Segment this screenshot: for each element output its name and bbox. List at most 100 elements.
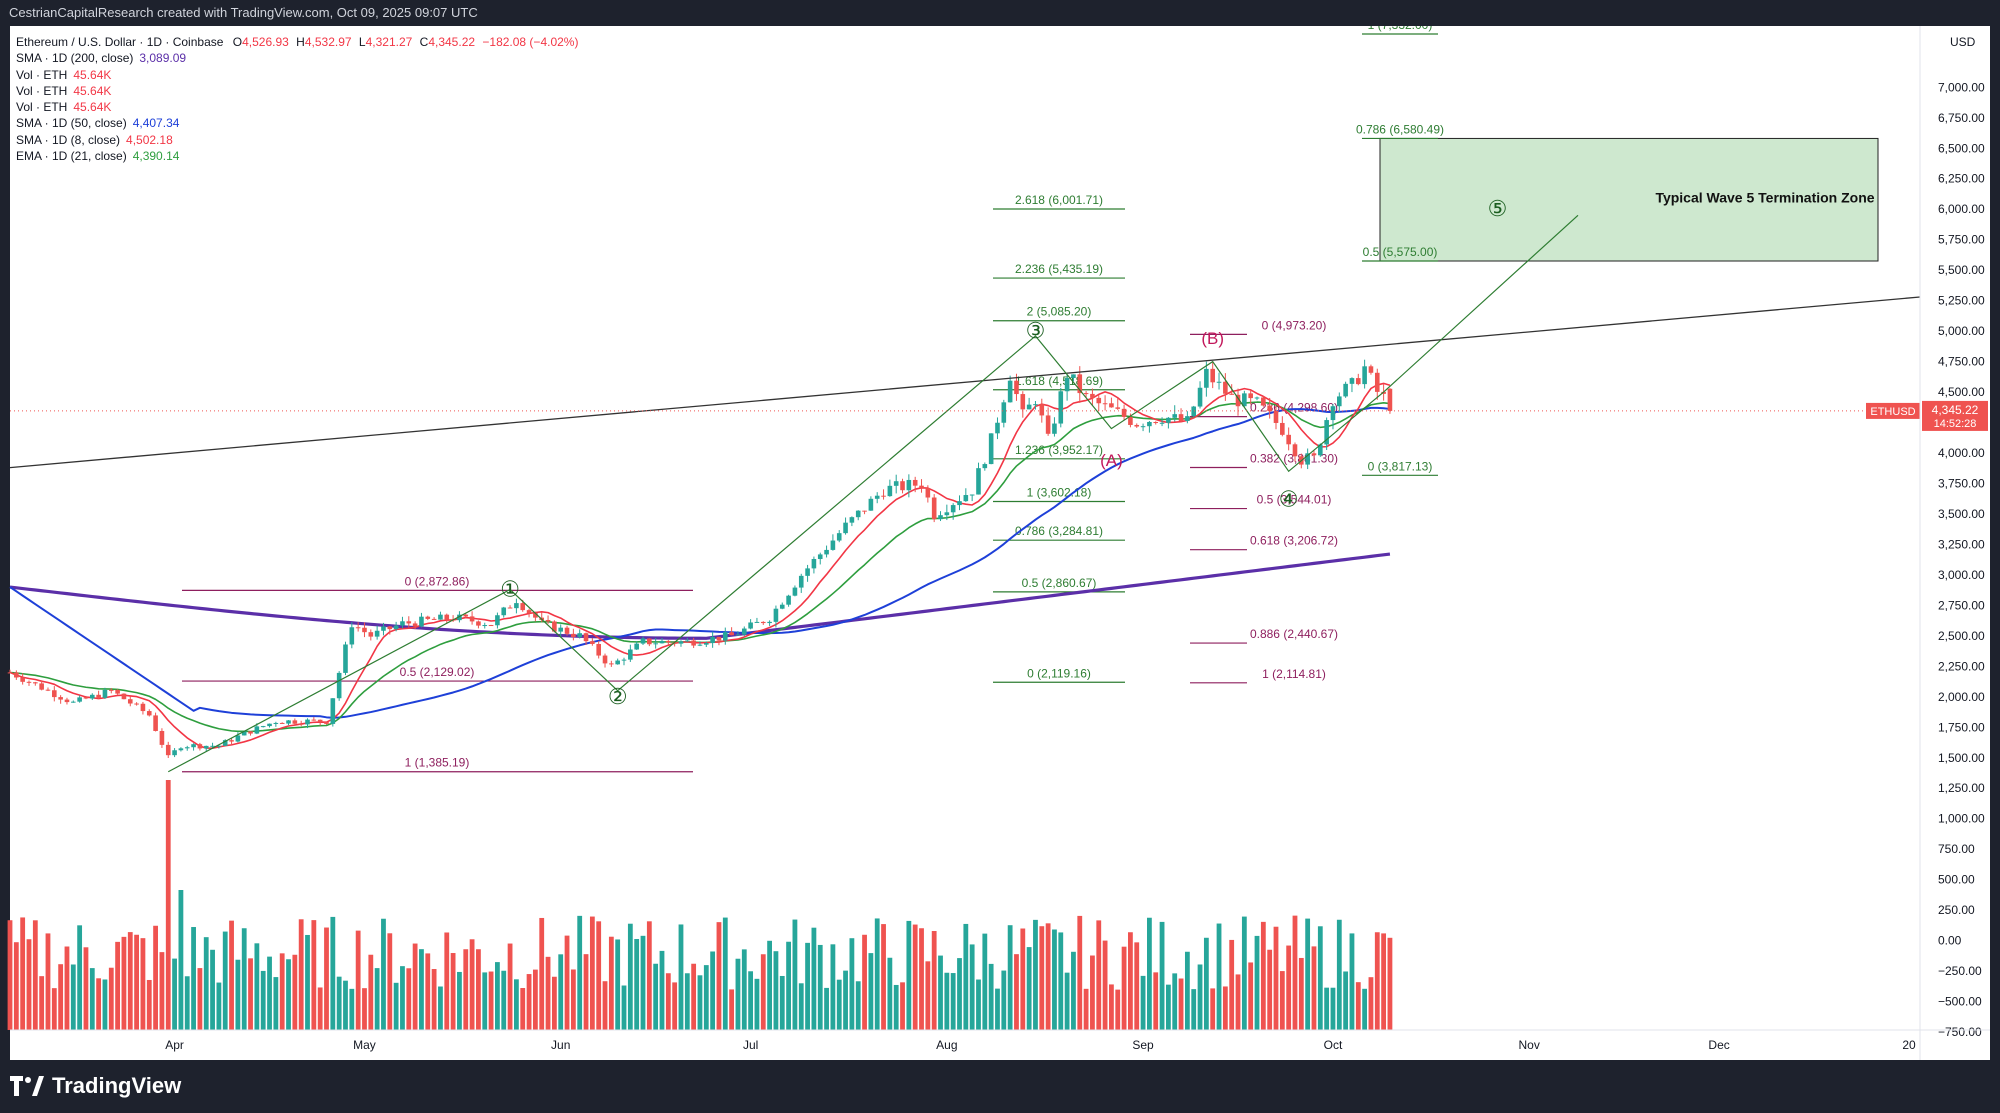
candle [653, 638, 658, 649]
candle [355, 622, 361, 632]
candle-body [184, 747, 190, 749]
legend-row: SMA · 1D (50, close) 4,407.34 [16, 115, 578, 131]
volume-bar [387, 933, 393, 1030]
candle-body [982, 464, 988, 469]
candle-body [741, 628, 747, 635]
candle-body [659, 640, 665, 644]
candle-body [406, 621, 412, 624]
candle-body [355, 627, 361, 629]
volume-bar [349, 988, 355, 1030]
candle-body [311, 719, 317, 721]
candle [1324, 417, 1329, 450]
candle-body [89, 694, 95, 699]
candle-body [1204, 368, 1209, 388]
candle [64, 697, 70, 705]
candle [558, 624, 564, 638]
volume-bar [1071, 951, 1076, 1030]
candle-body [1109, 403, 1114, 408]
wave-label: ⑤ [1488, 196, 1508, 221]
candle-body [836, 533, 842, 541]
volume-bar [912, 924, 918, 1030]
candle-body [988, 433, 994, 465]
volume-bar [1096, 920, 1102, 1030]
candle-body [615, 660, 620, 665]
volume-bar [1311, 946, 1317, 1030]
candle [855, 510, 861, 521]
tradingview-logo[interactable]: TradingView [10, 1073, 181, 1099]
candle [1248, 390, 1253, 405]
candle [1115, 397, 1121, 410]
candle [1064, 374, 1070, 401]
candle [1191, 405, 1197, 418]
price-chart[interactable]: Typical Wave 5 Termination Zone 0 (2,872… [0, 26, 2000, 1060]
candle-body [881, 495, 886, 497]
candle-body [1077, 374, 1083, 394]
candle-body [286, 720, 291, 724]
wave-label: (A) [1100, 451, 1123, 470]
candle [1159, 417, 1165, 427]
candle [609, 660, 614, 667]
volume-bar [210, 949, 215, 1030]
candle [666, 640, 671, 645]
volume-bar [1286, 945, 1292, 1030]
volume-bar [729, 989, 735, 1030]
volume-bar [805, 942, 810, 1030]
candle-body [931, 497, 937, 520]
candle [425, 615, 431, 621]
volume-bar [7, 920, 13, 1030]
x-tick-label: Sep [1132, 1038, 1154, 1052]
candle-body [1140, 426, 1146, 428]
candle-body [1286, 434, 1291, 445]
high-value: 4,532.97 [304, 35, 352, 49]
candle-body [317, 719, 323, 723]
candle-body [1254, 397, 1260, 399]
candle-body [241, 731, 247, 736]
candle-body [824, 549, 829, 555]
volume-bar [419, 949, 424, 1030]
volume-bar [589, 916, 595, 1030]
candle-body [1071, 374, 1076, 379]
volume-bar [1153, 972, 1159, 1030]
candle [1387, 388, 1393, 414]
fib-mid-level-label: 0.786 (3,284.81) [1015, 524, 1103, 538]
candle [159, 728, 165, 748]
candle-body [1020, 394, 1026, 410]
y-tick-label: 5,250.00 [1938, 294, 1985, 308]
candle-body [140, 703, 146, 712]
volume-bar [1317, 926, 1323, 1030]
candle [1223, 373, 1228, 401]
volume-bar [849, 938, 855, 1030]
candle-body [488, 625, 494, 627]
legend-row-value: 4,502.18 [126, 132, 173, 147]
candle [39, 680, 44, 691]
candle-body [792, 587, 798, 596]
candle [349, 622, 355, 649]
candle [969, 494, 975, 502]
candle-body [172, 750, 177, 756]
candle-body [52, 690, 57, 698]
volume-bar [843, 970, 848, 1030]
volume-bar [862, 934, 867, 1030]
candle [685, 637, 690, 642]
volume-bar [640, 935, 646, 1030]
volume-bar [1374, 932, 1380, 1030]
volume-bar [368, 954, 374, 1030]
candle [400, 616, 405, 629]
volume-bar [298, 919, 304, 1030]
volume-bar [102, 979, 108, 1030]
candle-body [343, 644, 348, 673]
candle-body [855, 510, 861, 518]
candle [1216, 372, 1222, 390]
candle-body [514, 603, 519, 609]
candle-body [1368, 366, 1374, 373]
candle [273, 721, 279, 727]
volume-bar [627, 923, 633, 1030]
candle-body [444, 614, 450, 620]
candle [1197, 381, 1203, 409]
candle [438, 611, 443, 620]
candle [362, 622, 367, 638]
candle-body [248, 731, 253, 734]
candle-body [1172, 414, 1178, 418]
candle-body [697, 644, 703, 646]
volume-bar [20, 917, 26, 1030]
